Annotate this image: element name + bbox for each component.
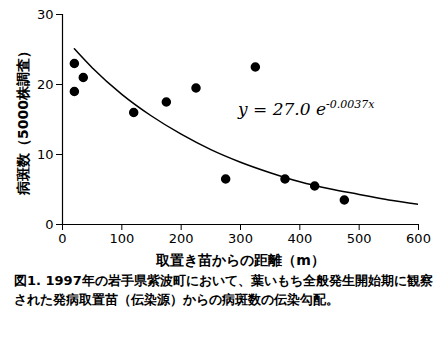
- svg-text:0: 0: [58, 231, 66, 246]
- svg-text:20: 20: [37, 77, 54, 92]
- svg-text:400: 400: [287, 231, 312, 246]
- svg-text:0: 0: [45, 217, 53, 232]
- svg-text:300: 300: [228, 231, 253, 246]
- svg-text:取置き苗からの距離（m）: 取置き苗からの距離（m）: [155, 252, 325, 268]
- svg-text:30: 30: [37, 7, 54, 22]
- html-text:y = 27.0 e-0.0037x: y = 27.0 e-0.0037x: [238, 98, 375, 119]
- svg-text:病斑数（5000株調査）: 病斑数（5000株調査）: [15, 44, 31, 196]
- svg-text:500: 500: [347, 231, 372, 246]
- html-text:図1. 1997年の岩手県紫波町において、葉いもち全般発生開: 図1. 1997年の岩手県紫波町において、葉いもち全般発生開始期に観察された発病…: [14, 273, 433, 307]
- svg-text:10: 10: [37, 147, 54, 162]
- svg-text:100: 100: [109, 231, 134, 246]
- svg-text:200: 200: [169, 231, 194, 246]
- svg-text:600: 600: [406, 231, 431, 246]
